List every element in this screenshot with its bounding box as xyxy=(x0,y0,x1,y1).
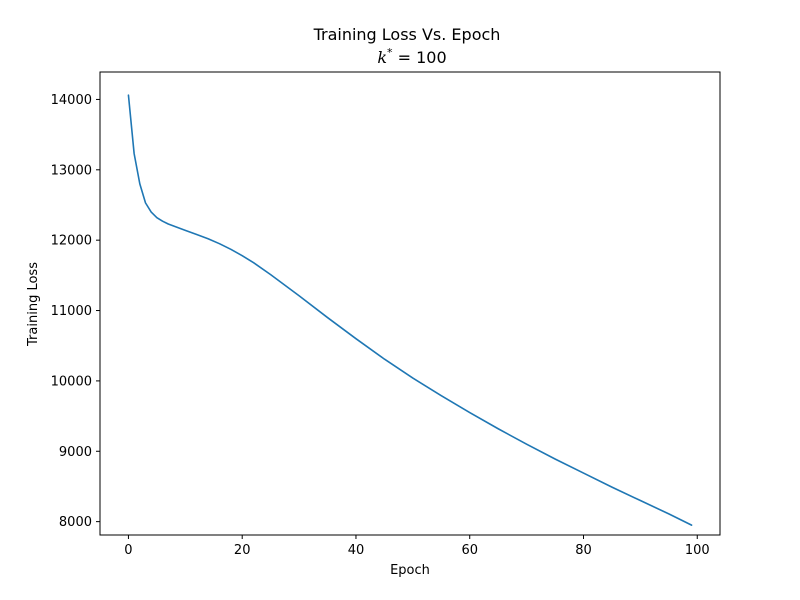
x-tick-label: 40 xyxy=(348,543,365,558)
y-tick-label: 9000 xyxy=(59,445,92,460)
subtitle-value: 100 xyxy=(416,48,447,67)
y-tick-label: 8000 xyxy=(59,515,92,530)
x-tick-label: 100 xyxy=(685,543,710,558)
subtitle-relation: = xyxy=(393,48,417,67)
y-tick-label: 13000 xyxy=(51,163,92,178)
x-axis-label: Epoch xyxy=(390,563,430,578)
chart-subtitle: k* = 100 xyxy=(377,46,446,67)
subtitle-symbol: k xyxy=(377,48,387,67)
plot-frame xyxy=(99,71,721,536)
y-tick-label: 10000 xyxy=(51,374,92,389)
loss-series-line xyxy=(127,94,693,526)
x-axis-ticks: 0 20 40 60 80 100 xyxy=(124,535,710,558)
x-tick-label: 60 xyxy=(461,543,478,558)
y-axis-label: Training Loss xyxy=(26,262,41,347)
y-tick-label: 12000 xyxy=(51,234,92,249)
y-tick-label: 14000 xyxy=(51,93,92,108)
x-tick-label: 0 xyxy=(124,543,132,558)
x-tick-label: 20 xyxy=(234,543,251,558)
y-tick-label: 11000 xyxy=(51,304,92,319)
x-tick-label: 80 xyxy=(575,543,592,558)
subtitle-superscript: * xyxy=(387,46,393,59)
y-axis-ticks: 8000 9000 10000 11000 12000 13000 14000 xyxy=(51,93,100,530)
chart-title: Training Loss Vs. Epoch xyxy=(313,25,501,44)
